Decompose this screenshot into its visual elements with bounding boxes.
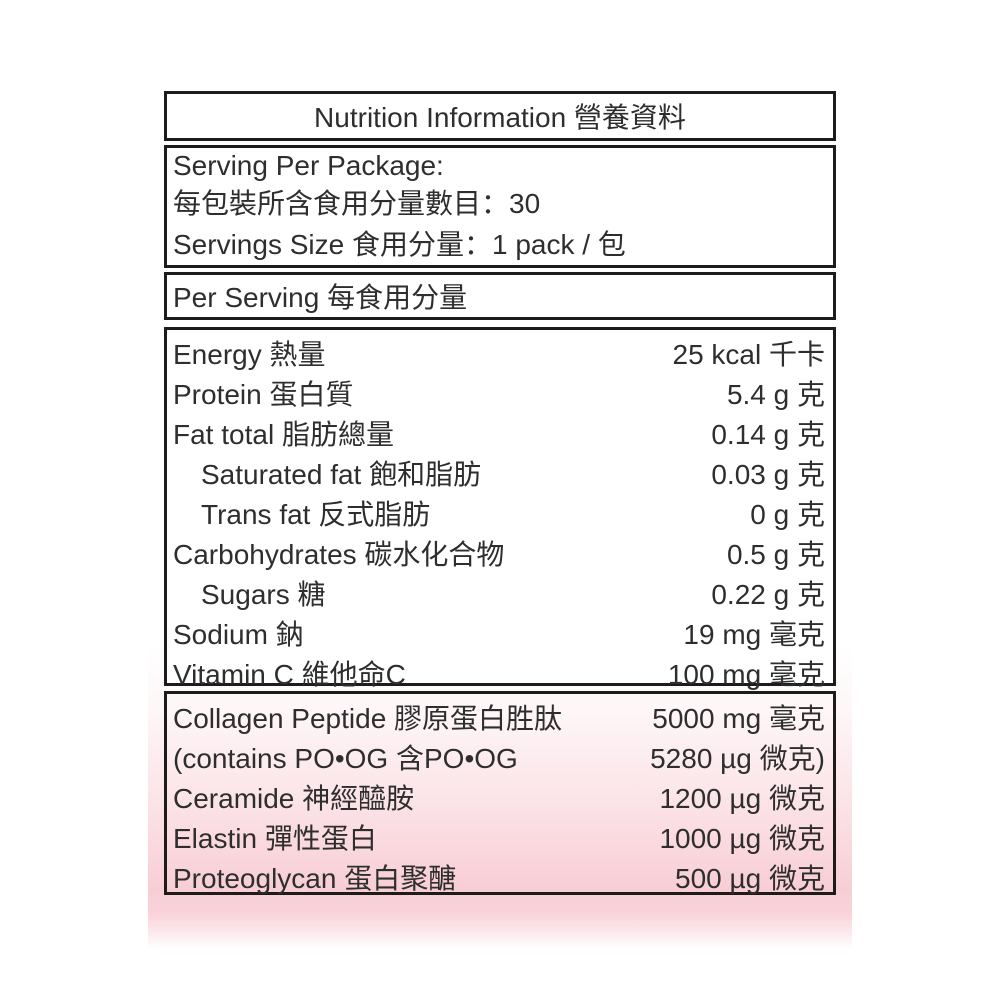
nutrient-label: Energy 熱量 bbox=[173, 339, 326, 370]
nutrient-label: Fat total 脂肪總量 bbox=[173, 419, 394, 450]
nutrient-value: 0.03 g 克 bbox=[711, 459, 825, 490]
nutrient-row-sugars: Sugars 糖 0.22 g 克 bbox=[173, 573, 825, 613]
active-label: Elastin 彈性蛋白 bbox=[173, 823, 377, 854]
serving-size-line: Servings Size 食用分量：1 pack / 包 bbox=[173, 228, 626, 260]
serving-per-package-label: Serving Per Package: bbox=[173, 150, 444, 182]
active-ingredients-section: Collagen Peptide 膠原蛋白胜肽 5000 mg 毫克 (cont… bbox=[164, 691, 836, 895]
header-section: Nutrition Information 營養資料 bbox=[164, 91, 836, 141]
nutrients-section: Energy 熱量 25 kcal 千卡 Protein 蛋白質 5.4 g 克… bbox=[164, 327, 836, 690]
nutrient-label: Sodium 鈉 bbox=[173, 619, 304, 650]
active-value: 5000 mg 毫克 bbox=[652, 703, 825, 734]
nutrition-label-table: Nutrition Information 營養資料 Serving Per P… bbox=[164, 91, 836, 895]
nutrient-row-trans-fat: Trans fat 反式脂肪 0 g 克 bbox=[173, 493, 825, 533]
nutrient-value: 0.22 g 克 bbox=[711, 579, 825, 610]
nutrient-value: 0 g 克 bbox=[750, 499, 825, 530]
nutrient-row-carbohydrates: Carbohydrates 碳水化合物 0.5 g 克 bbox=[173, 533, 825, 573]
nutrient-value: 0.14 g 克 bbox=[711, 419, 825, 450]
nutrient-label: Trans fat 反式脂肪 bbox=[201, 499, 431, 530]
active-row-collagen-peptide: Collagen Peptide 膠原蛋白胜肽 5000 mg 毫克 bbox=[173, 697, 825, 737]
active-label: (contains PO•OG 含PO•OG bbox=[173, 743, 518, 774]
nutrient-label: Carbohydrates 碳水化合物 bbox=[173, 539, 505, 570]
nutrient-value: 5.4 g 克 bbox=[726, 379, 825, 410]
nutrient-label: Protein 蛋白質 bbox=[173, 379, 354, 410]
nutrient-value: 25 kcal 千卡 bbox=[672, 339, 826, 370]
nutrient-label: Sugars 糖 bbox=[201, 579, 326, 610]
serving-info-section: Serving Per Package: 每包裝所含食用分量數目：30 Serv… bbox=[164, 145, 836, 268]
active-value: 1000 µg 微克 bbox=[659, 823, 825, 854]
active-value: 5280 µg 微克) bbox=[650, 743, 825, 774]
serving-per-package-cjk: 每包裝所含食用分量數目：30 bbox=[173, 188, 541, 220]
nutrient-value: 100 mg 毫克 bbox=[667, 659, 825, 690]
active-row-ceramide: Ceramide 神經醯胺 1200 µg 微克 bbox=[173, 777, 825, 817]
active-label: Proteoglycan 蛋白聚醣 bbox=[173, 863, 457, 894]
nutrient-row-protein: Protein 蛋白質 5.4 g 克 bbox=[173, 373, 825, 413]
per-serving-section: Per Serving 每食用分量 bbox=[164, 272, 836, 320]
pink-gradient-backdrop bbox=[148, 648, 852, 950]
active-label: Collagen Peptide 膠原蛋白胜肽 bbox=[173, 703, 563, 734]
active-value: 500 µg 微克 bbox=[675, 863, 825, 894]
per-serving-header: Per Serving 每食用分量 bbox=[173, 282, 468, 313]
active-row-proteoglycan: Proteoglycan 蛋白聚醣 500 µg 微克 bbox=[173, 857, 825, 897]
active-row-elastin: Elastin 彈性蛋白 1000 µg 微克 bbox=[173, 817, 825, 857]
nutrient-label: Saturated fat 飽和脂肪 bbox=[201, 459, 482, 490]
active-value: 1200 µg 微克 bbox=[659, 783, 825, 814]
table-title: Nutrition Information 營養資料 bbox=[314, 102, 686, 133]
active-row-contains-po-og: (contains PO•OG 含PO•OG 5280 µg 微克) bbox=[173, 737, 825, 777]
nutrient-value: 0.5 g 克 bbox=[726, 539, 825, 570]
nutrient-row-energy: Energy 熱量 25 kcal 千卡 bbox=[173, 333, 825, 373]
nutrient-row-fat-total: Fat total 脂肪總量 0.14 g 克 bbox=[173, 413, 825, 453]
nutrient-row-vitamin-c: Vitamin C 維他命C 100 mg 毫克 bbox=[173, 653, 825, 693]
nutrient-row-saturated-fat: Saturated fat 飽和脂肪 0.03 g 克 bbox=[173, 453, 825, 493]
nutrient-label: Vitamin C 維他命C bbox=[173, 659, 406, 690]
active-label: Ceramide 神經醯胺 bbox=[173, 783, 415, 814]
nutrient-row-sodium: Sodium 鈉 19 mg 毫克 bbox=[173, 613, 825, 653]
nutrient-value: 19 mg 毫克 bbox=[683, 619, 825, 650]
